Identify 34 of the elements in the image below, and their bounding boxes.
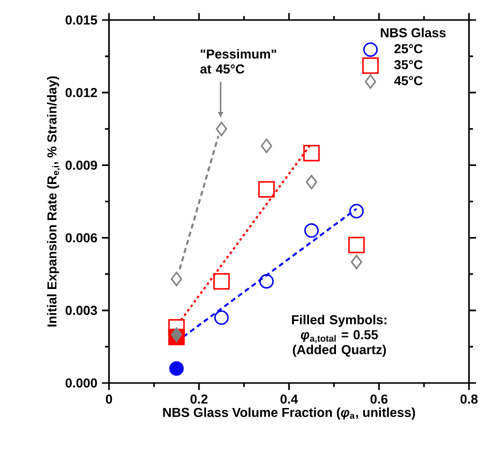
point [258,181,275,198]
x-tick-label: 0.4 [280,394,298,404]
point [213,273,230,290]
legend-title: NBS Glass [380,28,446,38]
y-tick-label: 0.009 [66,160,97,170]
annotation: "Pessimum" at 45°C [200,49,276,74]
y-tick-label: 0.003 [66,306,98,315]
point [259,274,274,289]
x-tick-label: 0 [106,394,112,404]
y-tick-label: 0.006 [66,233,98,242]
legend-label: 35°C [394,60,423,70]
y-tick-label: 0.000 [66,378,97,388]
point [350,254,362,270]
point [304,223,319,238]
x-tick-label: 0.6 [370,394,388,404]
point [216,122,228,136]
annotation: Filled Symbols: φ$_{a,total}$ = 0.55 (Added Quartz) [292,314,386,357]
point [348,236,365,254]
point [306,174,318,190]
y-tick-label: 0.015 [66,15,98,25]
point [169,361,184,376]
point [214,310,229,325]
x-axis-title: NBS Glass Volume Fraction (φ$_{a}$, unitless) [163,408,416,420]
legend-label: 25°C [394,44,423,54]
y-axis-title: Initial Expansion Rate (R$_{e,i}$, % Strain/day) [46,76,60,326]
legend-label: 45°C [394,76,423,86]
point [170,327,182,342]
y-tick-label: 0.012 [66,88,97,98]
x-tick-label: 0.2 [190,394,208,404]
point [170,272,182,286]
point [303,144,320,162]
point [260,138,272,154]
point [349,204,364,218]
x-tick-label: 0.8 [460,394,478,404]
